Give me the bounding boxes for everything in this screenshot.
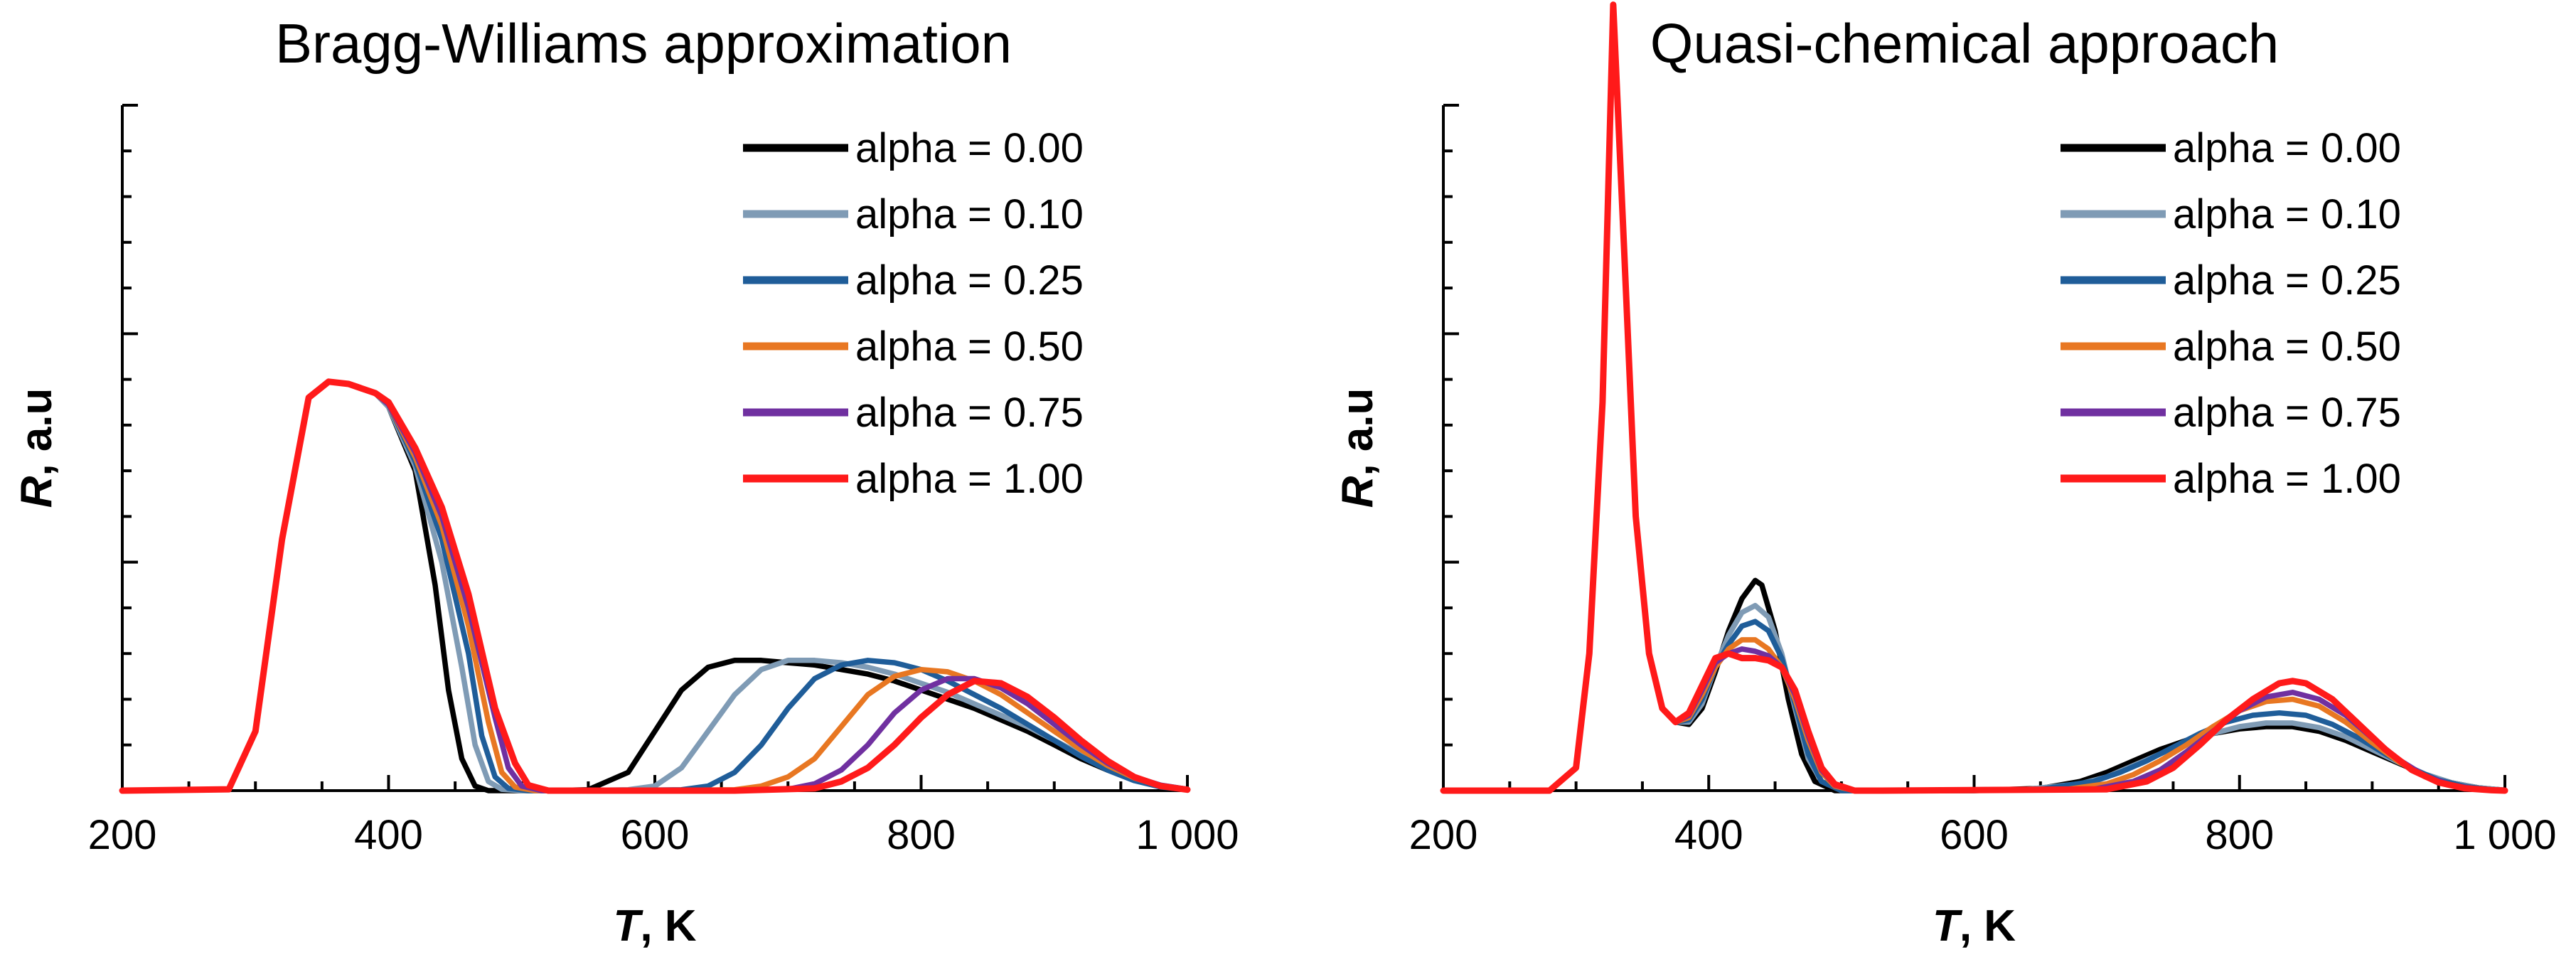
chart-title: Bragg-Williams approximation: [275, 12, 1012, 75]
series-line: [1440, 1, 2508, 794]
x-axis-label: T, K: [1933, 902, 2016, 951]
series-line: [119, 378, 1191, 794]
chart-panel-quasi-chemical: Quasi-chemical approach 200 400 600 800 1 000…: [1333, 1, 2557, 951]
legend-label: alpha = 0.00: [2173, 125, 2401, 171]
x-tick-label: 600: [1940, 812, 2009, 858]
legend-label: alpha = 0.50: [855, 324, 1084, 370]
legend-label: alpha = 0.10: [855, 191, 1084, 237]
legend-label: alpha = 0.25: [855, 257, 1084, 304]
y-axis-label: R, a.u: [12, 388, 61, 508]
legend-label: alpha = 1.00: [2173, 456, 2401, 502]
x-tick-label: 800: [887, 812, 956, 858]
legend-label: alpha = 0.75: [2173, 390, 2401, 436]
x-tick-label: 400: [354, 812, 423, 858]
legend-label: alpha = 1.00: [855, 456, 1084, 502]
x-axis-label: T, K: [613, 902, 696, 951]
x-tick-label: 200: [88, 812, 157, 858]
x-tick-label: 1 000: [2453, 812, 2556, 858]
x-tick-label: 400: [1674, 812, 1743, 858]
x-tick-label: 800: [2205, 812, 2274, 858]
x-tick-label: 200: [1409, 812, 1478, 858]
legend-label: alpha = 0.10: [2173, 191, 2401, 237]
chart-title: Quasi-chemical approach: [1650, 12, 2279, 75]
legend-label: alpha = 0.25: [2173, 257, 2401, 304]
x-tick-label: 1 000: [1135, 812, 1239, 858]
x-tick-label: 600: [621, 812, 690, 858]
legend-label: alpha = 0.50: [2173, 324, 2401, 370]
legend-label: alpha = 0.00: [855, 125, 1084, 171]
chart-panel-bragg-williams: Bragg-Williams approximation 200 400 600 800…: [12, 12, 1239, 951]
legend-label: alpha = 0.75: [855, 390, 1084, 436]
y-axis-label: R, a.u: [1333, 388, 1382, 508]
